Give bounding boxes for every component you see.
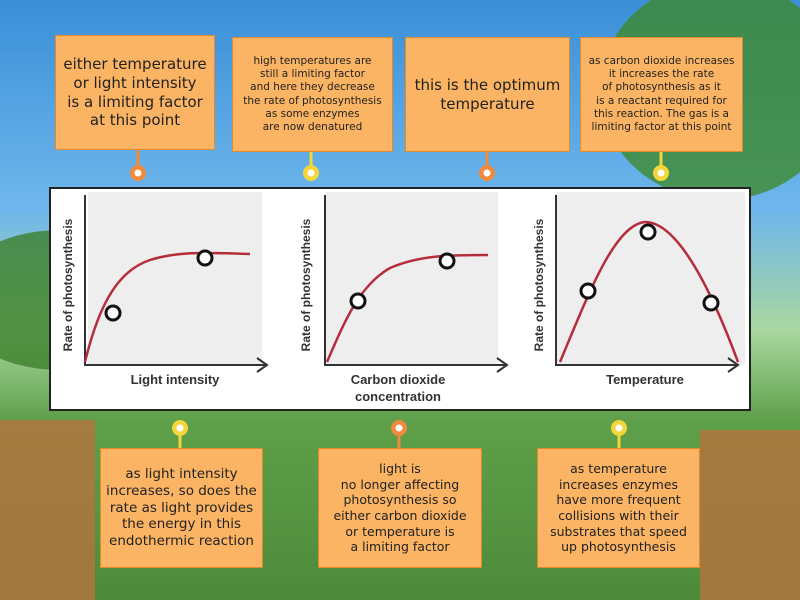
label-line: collisions with their [558, 508, 679, 523]
curve [325, 253, 489, 363]
label-line: temperature [440, 94, 535, 113]
pin-center [483, 169, 491, 177]
graph-background [556, 192, 745, 365]
x-axis-label: Light intensity [131, 372, 221, 387]
label-line: up photosynthesis [561, 539, 676, 555]
drop-target[interactable] [196, 249, 214, 267]
label-line: light is [379, 461, 421, 477]
drop-target[interactable] [104, 304, 122, 322]
label-line: this is the optimum [414, 75, 561, 94]
label-line: no longer affecting [340, 476, 460, 492]
label-line: of photosynthesis as it [602, 81, 721, 94]
x-axis-label: Temperature [606, 372, 684, 387]
label-line: have more frequent [556, 492, 681, 508]
pin-center [657, 169, 665, 177]
pin-center [134, 169, 142, 177]
axes [324, 195, 505, 366]
label-line: is a reactant required for [596, 94, 727, 107]
label-line: either carbon dioxide [333, 508, 467, 523]
pins [130, 150, 669, 448]
label-line: photosynthesis so [343, 492, 457, 508]
label-line: increases enzymes [558, 476, 679, 492]
label-line: endothermic reaction [109, 533, 254, 550]
label-line: or light intensity [73, 73, 197, 92]
label-card[interactable]: this is the optimum temperature [405, 37, 570, 152]
label-card[interactable]: as temperature increases enzymes have more… [537, 448, 700, 568]
drop-target[interactable] [579, 282, 597, 300]
drop-target[interactable] [702, 294, 720, 312]
axis-arrow [256, 357, 269, 373]
drop-target[interactable] [349, 292, 367, 310]
label-line: it increases the rate [608, 68, 715, 81]
label-line: this reaction. The gas is a [594, 107, 729, 120]
y-axis-label: Rate of photosynthesis [61, 218, 75, 351]
axis-arrow [496, 357, 509, 373]
graphs: Rate of photosynthesis Light intensity Rat… [61, 192, 745, 404]
label-line: still a limiting factor [260, 68, 365, 81]
label-line: are now denatured [262, 120, 363, 133]
pin-center [615, 424, 623, 432]
label-line: as temperature [570, 461, 667, 477]
label-card[interactable]: as light intensity increases, so does the… [100, 448, 263, 568]
label-line: rate as light provides [109, 499, 254, 516]
drop-target[interactable] [438, 252, 456, 270]
label-line: increases, so does the [106, 482, 257, 499]
label-line: is a limiting factor [67, 92, 203, 111]
label-line: substrates that speed [550, 523, 687, 539]
label-line: or temperature is [345, 523, 455, 539]
y-axis-label: Rate of photosynthesis [532, 218, 546, 351]
pin-center [395, 424, 403, 432]
graph-background [325, 192, 498, 365]
label-card[interactable]: either temperature or light intensity is a… [55, 35, 215, 150]
label-line: the rate of photosynthesis [243, 94, 382, 107]
label-line: either temperature [63, 55, 207, 73]
axis-arrow [727, 357, 740, 373]
axes [84, 195, 265, 366]
label-line: as light intensity [125, 465, 238, 482]
label-line: and here they decrease [250, 81, 375, 94]
x-axis-label: concentration [355, 389, 441, 404]
table [700, 430, 800, 600]
graph-background [88, 192, 262, 365]
table [0, 420, 95, 600]
label-card[interactable]: light is no longer affecting photosynthesi… [318, 448, 482, 568]
label-line: the energy in this [121, 516, 241, 533]
pin-center [307, 169, 315, 177]
label-line: as carbon dioxide increases [588, 55, 735, 68]
axes [555, 195, 736, 366]
x-axis-label: Carbon dioxide [351, 372, 446, 387]
label-card[interactable]: high temperatures are still a limiting fa… [232, 37, 393, 152]
label-line: a limiting factor [350, 539, 450, 555]
y-axis-label: Rate of photosynthesis [299, 218, 313, 351]
pin-center [176, 424, 184, 432]
label-line: limiting factor at this point [591, 120, 732, 133]
label-line: as some enzymes [265, 107, 360, 120]
label-card[interactable]: as carbon dioxide increases it increases … [580, 37, 743, 152]
label-line: high temperatures are [253, 55, 372, 68]
drop-target[interactable] [639, 223, 657, 241]
label-line: at this point [89, 111, 181, 130]
